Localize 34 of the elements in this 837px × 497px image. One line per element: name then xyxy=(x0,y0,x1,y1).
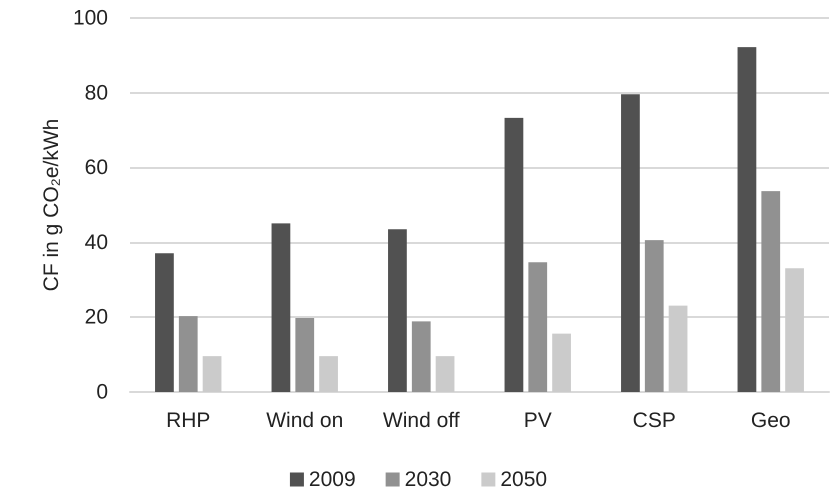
y-tick-label: 0 xyxy=(96,380,108,404)
x-tick-label: PV xyxy=(524,409,552,432)
x-tick-label: Wind on xyxy=(266,409,344,432)
bar xyxy=(295,318,314,392)
y-tick-label: 40 xyxy=(84,230,108,254)
bar xyxy=(504,118,524,392)
bar xyxy=(272,223,290,392)
legend-label: 2050 xyxy=(500,468,548,491)
x-tick-label: RHP xyxy=(166,409,210,432)
x-tick-label: Wind off xyxy=(382,409,460,432)
bar xyxy=(155,253,174,392)
bar xyxy=(668,306,688,392)
bar xyxy=(738,47,756,392)
x-tick-label: Geo xyxy=(750,409,791,432)
y-tick-label: 20 xyxy=(84,306,108,329)
y-tick-label: 100 xyxy=(72,6,108,30)
legend-label: 2030 xyxy=(404,468,452,491)
bar xyxy=(761,191,780,392)
bar xyxy=(436,356,454,392)
bar xyxy=(202,356,222,392)
bar xyxy=(552,334,571,392)
bar xyxy=(412,321,431,392)
bar xyxy=(644,240,664,392)
x-tick-label: CSP xyxy=(632,409,676,432)
bar xyxy=(178,316,198,392)
y-tick-label: 60 xyxy=(84,156,108,180)
legend-label: 2009 xyxy=(308,468,356,491)
bar xyxy=(621,94,640,392)
bar xyxy=(388,229,407,392)
y-axis-title: CF in g CO₂e/kWh xyxy=(40,118,64,292)
bar xyxy=(785,268,804,392)
y-tick-label: 80 xyxy=(84,81,108,104)
bar xyxy=(319,356,338,392)
bar xyxy=(528,262,548,392)
